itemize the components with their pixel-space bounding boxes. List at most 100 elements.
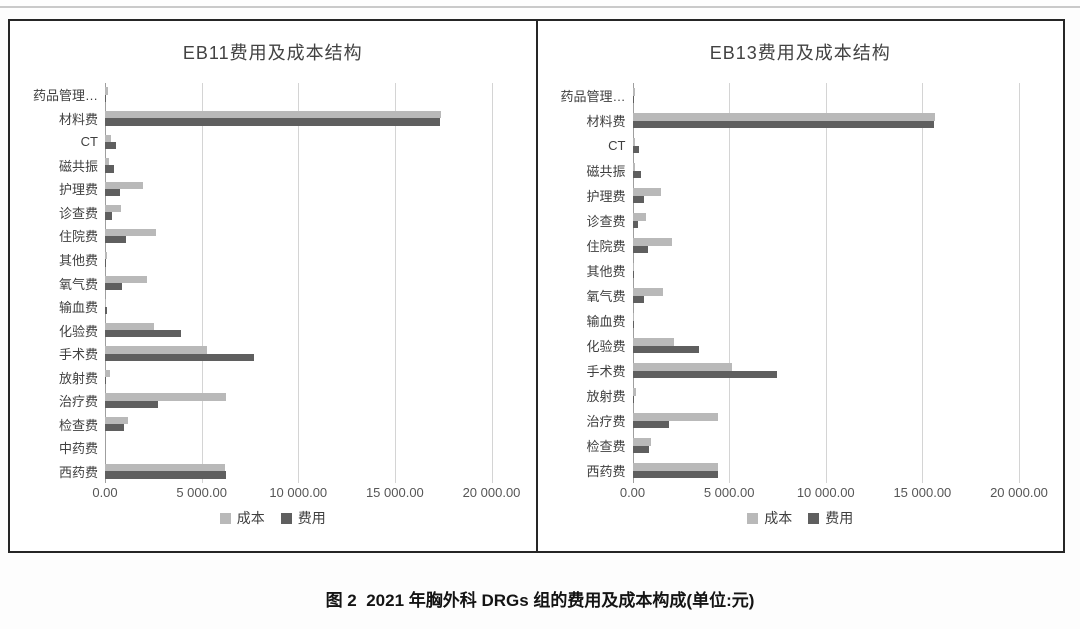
cost-bar [105,205,122,213]
bar-band [105,295,492,319]
chart-row: 放射费 [538,383,1064,408]
chart-row: 氧气费 [10,271,536,295]
fee-bar [632,295,645,304]
chart-row: 治疗费 [538,408,1064,433]
cost-bar [632,112,935,121]
chart-row: 住院费 [538,233,1064,258]
fee-bar [105,424,125,432]
fee-bar [632,395,634,404]
bar-band [632,258,1020,283]
fee-bar [105,212,112,220]
cost-bar [105,111,442,119]
legend-swatch [747,512,759,524]
cost-bar [632,462,719,471]
bar-band [105,177,492,201]
fee-bar [632,245,649,254]
category-label: CT [608,138,626,153]
chart-row: CT [10,130,536,154]
legend-label: 成本 [764,510,793,526]
category-label: 中药费 [58,441,98,457]
category-label: 材料费 [58,111,98,127]
fee-bar [632,95,634,104]
x-tick: 20 000.00 [462,485,521,500]
fee-bar [105,118,441,126]
gridline [825,83,827,483]
cost-bar [632,162,636,171]
legend-cost: 成本 [219,508,265,528]
fee-bar [105,330,181,338]
chart-row: 药品管理… [538,83,1064,108]
fee-bar [632,195,644,204]
category-label: 药品管理… [560,89,626,104]
y-axis-line [632,83,634,483]
cost-bar [105,346,208,354]
legend: 成本 费用 [10,503,536,533]
bar-band [105,365,492,389]
bar-band [632,233,1020,258]
category-label: 手术费 [58,347,98,363]
chart-row: 中药费 [10,436,536,460]
fee-bar [105,165,114,173]
chart-row: 化验费 [10,318,536,342]
bar-band [632,333,1020,358]
cost-bar [105,87,109,95]
cost-bar [105,463,225,472]
chart-row: 放射费 [10,365,536,389]
bar-band [632,208,1020,233]
category-label: 放射费 [586,389,626,404]
chart-row: 磁共振 [538,158,1064,183]
cost-bar [632,237,672,246]
gridline [298,83,300,483]
fee-bar [105,235,126,244]
x-tick: 10 000.00 [796,485,855,500]
cost-bar [105,275,148,284]
cost-bar [105,158,109,166]
fee-bar [632,370,778,379]
chart-row: 材料费 [538,108,1064,133]
chart-row: 输血费 [538,308,1064,333]
category-label: 检查费 [586,439,626,454]
x-tick: 10 000.00 [269,485,328,500]
cost-bar [632,137,635,146]
cost-bar [632,212,647,221]
category-label: 治疗费 [586,414,626,429]
cost-bar [105,369,111,378]
plot-area: 药品管理… 材料费 CT 磁共振 护理费 诊查费 住院费 其他费 氧气费 输血费 化验费 手术费 放射费… [10,83,536,483]
fee-bar [105,471,226,479]
category-label: 药品管理… [32,88,98,104]
category-label: 氧气费 [586,289,626,304]
category-label: 输血费 [58,300,98,316]
cost-bar [105,322,154,331]
legend-fee: 费用 [808,508,853,528]
chart-row: 材料费 [10,107,536,131]
fee-bar [105,353,255,361]
fee-bar [105,141,116,150]
cost-bar [105,393,226,401]
fee-bar [632,220,638,229]
bar-band [105,201,492,225]
bar-band [632,283,1020,308]
legend-cost: 成本 [747,508,792,528]
category-label: 护理费 [58,182,98,198]
gridline [491,83,493,483]
gridlines [632,83,1020,483]
bar-band [105,318,492,342]
cost-bar [105,299,107,307]
fee-bar [105,259,106,267]
bar-band [632,358,1020,383]
fee-bar [105,188,121,197]
x-tick: 20 000.00 [990,485,1048,500]
category-label: 住院费 [58,229,98,245]
cost-bar [632,187,661,196]
chart-panel-eb13: EB13费用及成本结构 药品管理… 材料费 CT 磁共振 护理费 诊查费 住院费 其他费 氧气费输… [538,21,1064,551]
cost-bar [632,362,733,371]
legend-label: 成本 [236,510,265,526]
category-label: 其他费 [586,264,626,279]
gridline [729,83,731,483]
cost-bar [632,312,634,321]
bar-band [632,83,1020,108]
fee-bar [632,320,635,329]
chart-row: 氧气费 [538,283,1064,308]
chart-row: 手术费 [10,342,536,366]
